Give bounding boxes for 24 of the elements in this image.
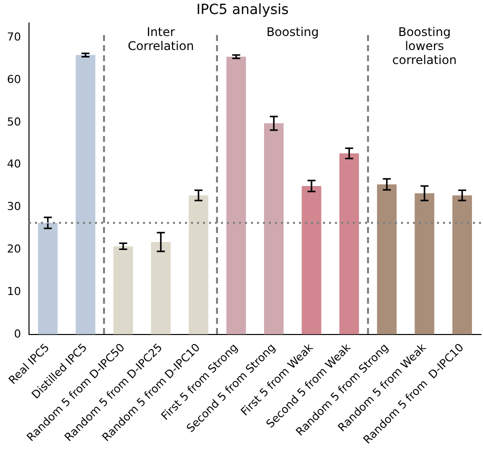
y-tick-label: 20 [6,242,21,256]
bar [414,193,434,334]
y-tick-label: 60 [6,72,21,86]
y-tick-label: 0 [14,327,21,340]
bar [302,186,322,334]
bar [76,55,96,334]
bar [339,153,359,334]
y-tick-label: 30 [6,200,21,214]
chart-title: IPC5 analysis [196,2,289,18]
bar [151,242,171,334]
bar [264,123,284,334]
bar [113,246,133,334]
annotation: Boosting lowers correlation [392,24,457,67]
y-tick-label: 10 [6,284,21,298]
bar [377,184,397,334]
y-tick-label: 70 [6,30,21,44]
y-tick-label: 40 [6,158,21,171]
bar [452,195,472,334]
annotation: Inter Correlation [128,24,194,53]
bar [188,195,208,334]
annotation: Boosting [266,24,319,39]
y-tick-label: 50 [6,115,21,128]
bar [38,222,58,334]
bar [226,56,246,334]
